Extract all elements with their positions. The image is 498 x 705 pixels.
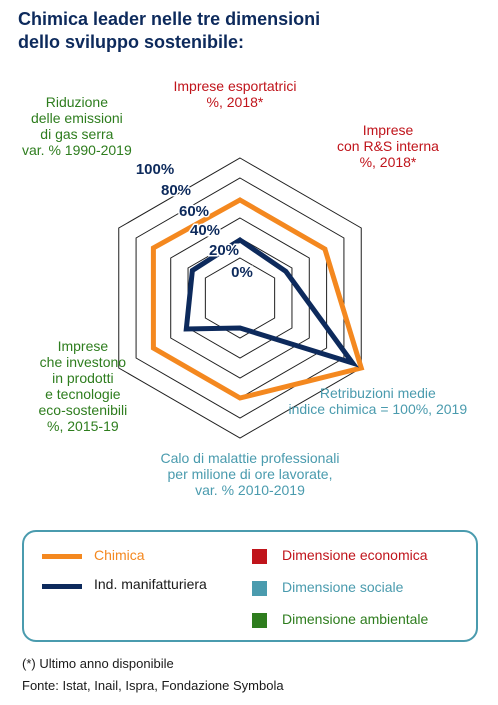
grid-ring-4 <box>135 177 345 419</box>
legend-label-ambientale: Dimensione ambientale <box>282 611 429 627</box>
axis-label-5-line-0: Riduzione <box>45 94 108 110</box>
tick-label-0: 0% <box>231 264 253 281</box>
grid-ring-2 <box>170 217 310 379</box>
tick-label-2: 40% <box>190 222 220 239</box>
series-line-chimica <box>150 197 365 401</box>
axis-label-4-line-5: %, 2015-19 <box>47 418 119 434</box>
axis-label-5-line-1: delle emissioni <box>30 110 123 126</box>
axis-label-4-line-4: eco-sostenibili <box>38 402 128 418</box>
legend-label-sociale: Dimensione sociale <box>282 579 404 595</box>
axis-label-4: Imprese che investono in prodotti e tecnolo… <box>39 338 128 434</box>
legend-square-ambientale <box>252 613 267 628</box>
legend-label-chimica: Chimica <box>94 547 145 563</box>
legend-label-economica: Dimensione economica <box>282 547 428 563</box>
legend-square-economica <box>252 549 267 564</box>
chart-title: Chimica leader nelle tre dimensioni dell… <box>18 8 488 54</box>
footnote-source: Fonte: Istat, Inail, Ispra, Fondazione S… <box>22 678 284 693</box>
axis-label-2: Retribuzioni medie indice chimica = 100%,… <box>289 385 468 417</box>
chart-title-line-1: Chimica leader nelle tre dimensioni <box>18 9 321 29</box>
axis-label-5-line-3: var. % 1990-2019 <box>22 142 132 158</box>
series-line-manifatturiera <box>183 237 360 368</box>
grid-ring-1 <box>187 237 293 359</box>
legend-label-manifatturiera: Ind. manifatturiera <box>94 576 207 592</box>
legend: Chimica Ind. manifatturiera Dimensione e… <box>22 530 478 642</box>
axis-label-4-line-1: che investono <box>39 354 127 370</box>
axis-label-0-line-0: Imprese esportatrici <box>173 78 297 94</box>
grid-ring-3 <box>152 197 328 399</box>
axis-label-5: Riduzione delle emissioni di gas serra var.… <box>22 94 132 158</box>
legend-line-manifatturiera <box>42 584 82 589</box>
axis-label-3-line-2: var. % 2010-2019 <box>195 482 305 498</box>
axis-label-1-line-0: Imprese <box>362 122 414 138</box>
axis-label-0-line-1: %, 2018* <box>206 94 264 110</box>
radar-chart: 0% 20% 40% 60% 80% 100% <box>118 157 365 439</box>
axis-label-4-line-2: in prodotti <box>52 370 114 386</box>
axis-label-2-line-1: indice chimica = 100%, 2019 <box>288 401 468 417</box>
grid-ring-0 <box>204 257 276 339</box>
axis-label-4-line-3: e tecnologie <box>45 386 121 402</box>
axis-label-4-line-0: Imprese <box>57 338 109 354</box>
axis-label-5-line-2: di gas serra <box>40 126 114 142</box>
axis-label-0: Imprese esportatrici%, 2018* <box>174 78 297 110</box>
chart-title-line-2: dello sviluppo sostenibile: <box>18 32 245 52</box>
axis-label-3: Calo di malattie professionali per milion… <box>161 450 340 498</box>
footnote-note: (*) Ultimo anno disponibile <box>22 656 174 671</box>
axis-label-1-line-2: %, 2018* <box>359 154 417 170</box>
axis-label-1: Imprese con R&S interna%, 2018* <box>337 122 439 170</box>
legend-square-sociale <box>252 581 267 596</box>
legend-line-chimica <box>42 554 82 559</box>
axis-label-3-line-1: per milione di ore lavorate, <box>167 466 333 482</box>
grid-ring-5 <box>118 157 362 439</box>
axis-label-1-line-1: con R&S interna <box>337 138 439 154</box>
tick-label-4: 80% <box>161 182 191 199</box>
tick-label-1: 20% <box>209 242 239 259</box>
axis-label-2-line-0: Retribuzioni medie <box>319 385 436 401</box>
tick-label-5: 100% <box>136 161 174 178</box>
axis-label-3-line-0: Calo di malattie professionali <box>160 450 340 466</box>
tick-label-3: 60% <box>179 203 209 220</box>
